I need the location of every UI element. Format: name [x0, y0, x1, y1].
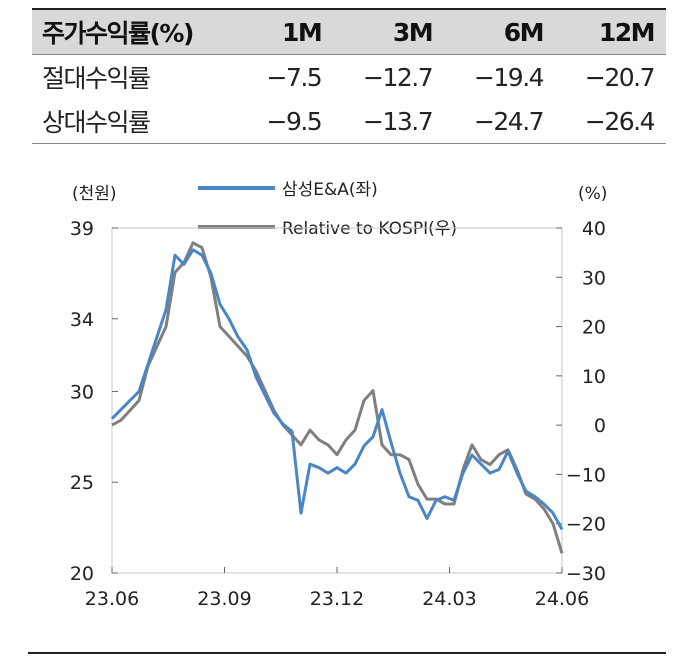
cell-value: −12.7 — [363, 62, 434, 92]
left-tick-label: 34 — [70, 309, 94, 331]
cell-value: −24.7 — [444, 99, 556, 144]
left-tick-label: 25 — [70, 472, 94, 494]
cell-value: −20.7 — [584, 62, 656, 92]
x-tick-label: 24.03 — [422, 588, 476, 610]
left-tick-label: 39 — [70, 218, 94, 240]
series-line-samsung-ea — [110, 248, 564, 531]
left-tick-label: 30 — [70, 381, 94, 403]
cell-value: −9.5 — [242, 99, 334, 144]
returns-table: 주가수익률(%) 1M 3M 6M 12M 절대수익률 −7.5 −12.7 −… — [32, 8, 666, 144]
x-tick-label: 24.06 — [535, 588, 589, 610]
right-tick-label: 0 — [594, 415, 606, 437]
right-tick-label: 10 — [582, 366, 606, 388]
cell-value: −7.5 — [266, 62, 323, 92]
header-6m: 6M — [444, 8, 556, 55]
cell-value: −26.4 — [555, 99, 666, 144]
right-tick-label: −10 — [566, 464, 606, 486]
row-label-absolute: 절대수익률 — [42, 64, 151, 93]
legend-label-series1: 삼성E&A(좌) — [282, 180, 378, 200]
x-tick-label: 23.09 — [197, 588, 251, 610]
x-tick-label: 23.06 — [85, 588, 139, 610]
header-3m: 3M — [333, 8, 445, 55]
cell-value: −13.7 — [333, 99, 445, 144]
returns-table-header: 주가수익률(%) 1M 3M 6M 12M — [32, 8, 666, 55]
bottom-rule — [28, 652, 666, 654]
row-label-relative: 상대수익률 — [32, 99, 242, 144]
series-line-relative-kospi — [111, 241, 564, 554]
legend-label-series2: Relative to KOSPI(우) — [282, 219, 457, 239]
plot-area — [111, 227, 563, 574]
right-tick-label: 20 — [582, 317, 606, 339]
right-tick-label: −20 — [566, 514, 606, 536]
table-row: 절대수익률 −7.5 −12.7 −19.4 −20.7 — [32, 55, 666, 100]
right-tick-label: 40 — [582, 218, 606, 240]
left-tick-label: 20 — [70, 563, 94, 585]
returns-header-label: 주가수익률(%) — [32, 8, 242, 55]
cell-value: −19.4 — [473, 62, 545, 92]
header-1m: 1M — [242, 8, 334, 55]
header-12m: 12M — [555, 8, 666, 55]
left-axis-unit: (천원) — [72, 184, 117, 204]
right-axis-unit: (%) — [578, 184, 607, 204]
x-tick-label: 23.12 — [310, 588, 364, 610]
table-row: 상대수익률 −9.5 −13.7 −24.7 −26.4 — [32, 99, 666, 144]
right-tick-label: −30 — [566, 563, 606, 585]
right-tick-label: 30 — [582, 267, 606, 289]
